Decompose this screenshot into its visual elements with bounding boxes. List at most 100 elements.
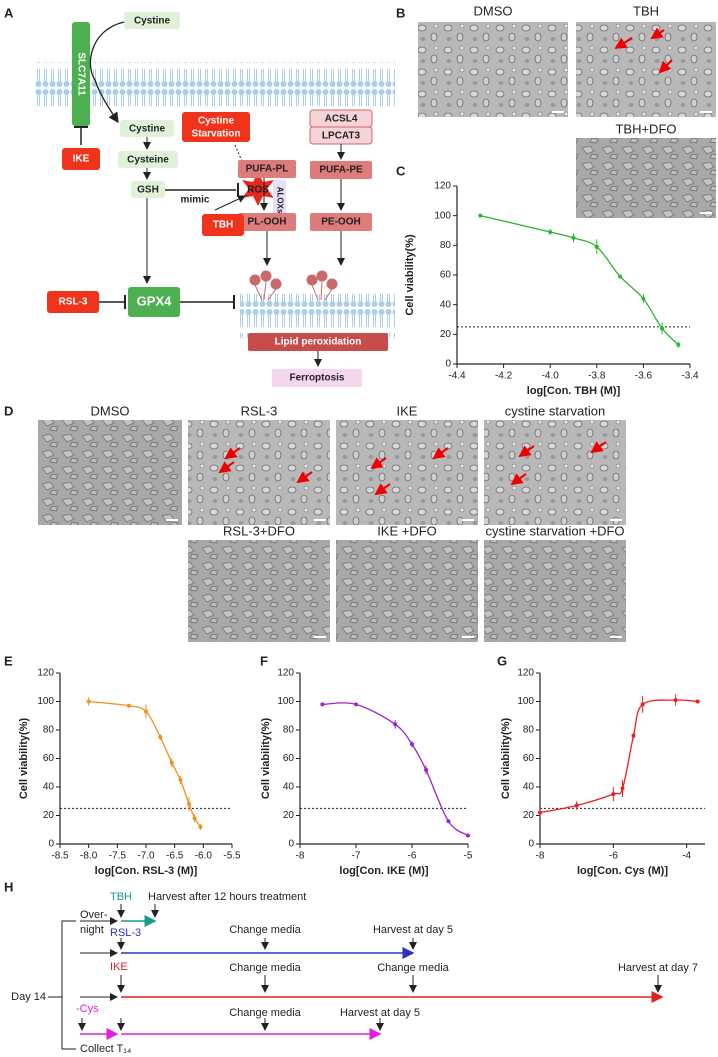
- chart: 0 20 40 60 80 100 120 -8.5 -8.0 -7.5 -7.0 -6.5 -6.0-…: [18, 668, 241, 877]
- timeline-label: Harvest at day 5: [373, 924, 453, 936]
- lipids: [249, 270, 338, 301]
- x-axis-label: log[Con. RSL-3 (M)]: [95, 865, 198, 877]
- membrane: [240, 294, 395, 338]
- micrograph: [188, 420, 330, 525]
- micrograph: [484, 540, 626, 642]
- node-label: ROS: [247, 185, 269, 196]
- x-tick-label: -8.5: [51, 851, 69, 862]
- panel-label: B: [396, 5, 405, 20]
- x-axis-label: log[Con. TBH (M)]: [527, 385, 621, 397]
- node-label: mimic: [181, 195, 210, 206]
- point: [424, 767, 428, 772]
- x-tick-label: -8.0: [80, 851, 98, 862]
- point: [640, 702, 645, 707]
- y-axis-label: Cell viability(%): [18, 718, 30, 800]
- micrographs: DMSO TBH TBH+DFO DMSO RSL-3 IKE cystine …: [38, 3, 716, 642]
- node-label: RSL-3: [59, 297, 88, 308]
- point: [618, 274, 623, 279]
- node-label: GPX4: [137, 293, 172, 308]
- point: [144, 709, 148, 714]
- node-label: PUFA-PL: [246, 164, 289, 175]
- timeline-label: Over-: [80, 909, 108, 921]
- node: [62, 148, 100, 170]
- timeline: TBH Harvest after 12 hours treatment Ove…: [11, 891, 698, 1055]
- image-label: TBH+DFO: [615, 121, 676, 136]
- image-label: IKE: [397, 403, 418, 418]
- timeline-label: Change media: [229, 962, 301, 974]
- node-label: TBH: [213, 220, 234, 231]
- y-tick-label: 80: [43, 725, 55, 736]
- node-label: Starvation: [192, 129, 241, 140]
- x-tick-label: -6: [408, 851, 417, 862]
- timeline-label: Change media: [377, 962, 449, 974]
- x-tick-label: -4: [682, 851, 691, 862]
- timeline-label: night: [80, 924, 104, 936]
- panel-labels: A B C D E F G H: [4, 5, 507, 894]
- node-label: Cystine: [198, 116, 235, 127]
- y-tick-label: 40: [523, 782, 535, 793]
- micrograph: [576, 22, 716, 117]
- point: [478, 213, 483, 218]
- timeline-label: Harvest at day 5: [340, 1007, 420, 1019]
- chart: 0 20 40 60 80 100 120 -4.4 -4.2 -4.0 -3.8 -3.6 -3.4 l…: [404, 181, 699, 397]
- timeline-label: Harvest after 12 hours treatment: [148, 891, 306, 903]
- node: [124, 12, 180, 29]
- timeline-label: RSL-3: [110, 927, 141, 939]
- point: [574, 803, 579, 808]
- node-label: SLC7A11: [75, 52, 86, 96]
- y-tick-label: 80: [523, 725, 535, 736]
- timeline-label: Harvest at day 7: [618, 962, 698, 974]
- y-tick-label: 100: [277, 696, 294, 707]
- y-tick-label: 20: [283, 810, 295, 821]
- point: [695, 699, 700, 704]
- point: [660, 326, 665, 331]
- point: [446, 819, 451, 824]
- timeline-label: -Cys: [76, 1003, 99, 1015]
- timeline-label: TBH: [110, 891, 132, 903]
- timeline-label: IKE: [110, 961, 128, 973]
- micrograph: [336, 540, 478, 642]
- point: [320, 702, 325, 707]
- point: [393, 722, 398, 727]
- node-label: PL-OOH: [248, 217, 287, 228]
- y-tick-label: 100: [517, 696, 534, 707]
- y-tick-label: 80: [283, 725, 295, 736]
- point: [631, 733, 636, 738]
- red-arrows: [218, 27, 673, 496]
- node-label: ALOXs: [275, 187, 284, 214]
- x-tick-label: -5.5: [223, 851, 241, 862]
- node-label: IKE: [73, 154, 90, 165]
- y-tick-label: 60: [283, 753, 295, 764]
- x-tick-label: -3.6: [635, 371, 653, 382]
- point: [641, 296, 646, 301]
- point: [571, 235, 576, 240]
- point: [126, 703, 131, 708]
- transporter-box: [72, 22, 90, 126]
- node: [128, 287, 180, 317]
- node-label: LPCAT3: [322, 131, 361, 142]
- chart: 0 20 40 60 80 100 120 -8 -7 -6 -5 log[Con. IKE (M)]…: [260, 668, 473, 877]
- y-tick-label: 60: [440, 270, 452, 281]
- panel-label: F: [260, 653, 268, 668]
- node: [310, 213, 372, 231]
- point: [611, 792, 616, 797]
- x-tick-label: -5: [464, 851, 473, 862]
- image-label: cystine starvation: [505, 403, 605, 418]
- y-tick-label: 40: [283, 782, 295, 793]
- point: [538, 810, 542, 815]
- image-label: DMSO: [474, 3, 513, 18]
- y-tick-label: 100: [37, 696, 54, 707]
- micrograph: [188, 540, 330, 642]
- x-tick-label: -8: [296, 851, 305, 862]
- y-tick-label: 120: [434, 181, 451, 192]
- scale-bars: [166, 111, 712, 638]
- y-tick-label: 20: [43, 810, 55, 821]
- point: [198, 824, 203, 829]
- panel-label: E: [4, 653, 13, 668]
- node-label: ACSL4: [325, 114, 358, 125]
- panel-label: A: [4, 5, 14, 20]
- node: [238, 160, 296, 178]
- y-tick-label: 120: [37, 668, 54, 679]
- point: [620, 786, 625, 791]
- x-tick-label: -4.0: [542, 371, 560, 382]
